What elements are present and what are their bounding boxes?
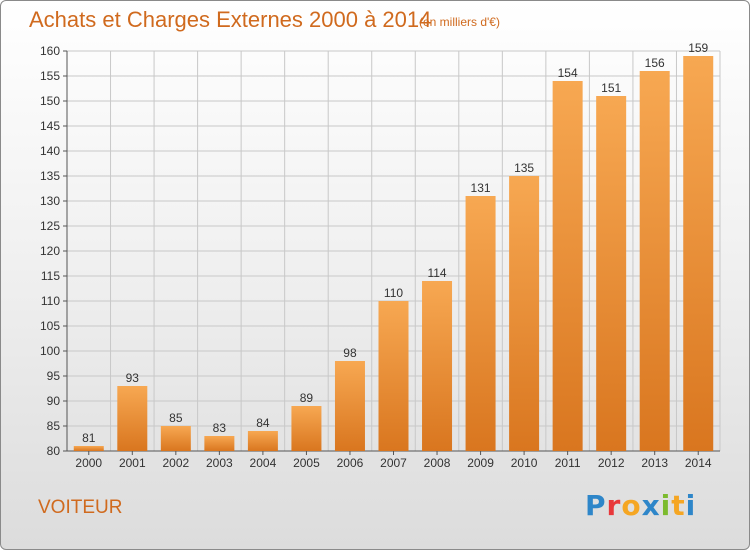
y-tick-label: 125 bbox=[40, 219, 60, 233]
y-tick-label: 115 bbox=[41, 269, 60, 283]
y-tick-label: 135 bbox=[40, 169, 60, 183]
bar bbox=[596, 96, 627, 451]
bar bbox=[73, 446, 104, 451]
bar bbox=[291, 406, 322, 451]
value-label: 156 bbox=[645, 56, 665, 70]
logo-letter: t bbox=[671, 489, 686, 522]
x-tick-label: 2012 bbox=[598, 456, 625, 470]
bar bbox=[639, 71, 670, 451]
bar bbox=[378, 301, 409, 451]
value-label: 135 bbox=[514, 161, 534, 175]
value-label: 83 bbox=[213, 421, 227, 435]
x-tick-label: 2011 bbox=[555, 456, 581, 470]
y-tick-label: 150 bbox=[40, 94, 60, 108]
logo-letter: x bbox=[641, 489, 661, 522]
tick-labels: 80 85 90 95 100 105 110 115 120 125 130 135 140 145 15… bbox=[40, 44, 712, 470]
y-tick-label: 120 bbox=[40, 244, 60, 258]
value-label: 154 bbox=[558, 66, 578, 80]
commune-name: VOITEUR bbox=[38, 497, 123, 518]
y-tick-label: 80 bbox=[47, 444, 61, 458]
x-tick-label: 2009 bbox=[467, 456, 494, 470]
y-tick-label: 130 bbox=[40, 194, 60, 208]
x-tick-label: 2000 bbox=[75, 456, 102, 470]
x-tick-label: 2001 bbox=[119, 456, 146, 470]
y-tick-label: 160 bbox=[40, 44, 60, 58]
x-tick-label: 2014 bbox=[685, 456, 712, 470]
bar bbox=[465, 196, 496, 451]
x-tick-label: 2010 bbox=[511, 456, 538, 470]
data-labels: 81 93 85 83 84 89 98 110 114 131 135 154 151 156 159 bbox=[82, 41, 708, 445]
logo-letter: o bbox=[621, 489, 642, 522]
chart-subtitle: (en milliers d'€) bbox=[419, 15, 500, 29]
value-label: 84 bbox=[256, 416, 270, 430]
logo-letter: r bbox=[606, 489, 622, 522]
x-tick-label: 2006 bbox=[337, 456, 364, 470]
bar bbox=[552, 81, 583, 451]
value-label: 81 bbox=[82, 431, 96, 445]
value-label: 110 bbox=[384, 286, 403, 300]
x-tick-label: 2002 bbox=[162, 456, 189, 470]
value-label: 151 bbox=[601, 81, 621, 95]
value-label: 159 bbox=[688, 41, 708, 55]
bar bbox=[204, 436, 235, 451]
y-tick-label: 155 bbox=[40, 69, 60, 83]
logo-letter: i bbox=[660, 489, 672, 522]
proxiti-logo[interactable]: Proxiti bbox=[585, 489, 696, 522]
x-tick-label: 2008 bbox=[424, 456, 451, 470]
y-tick-label: 95 bbox=[47, 369, 61, 383]
value-label: 131 bbox=[471, 181, 491, 195]
y-tick-label: 145 bbox=[40, 119, 60, 133]
y-tick-label: 105 bbox=[40, 319, 60, 333]
y-tick-label: 110 bbox=[41, 294, 60, 308]
y-tick-label: 140 bbox=[40, 144, 60, 158]
value-label: 114 bbox=[427, 266, 446, 280]
y-tick-label: 90 bbox=[47, 394, 61, 408]
bar bbox=[509, 176, 540, 451]
bar bbox=[334, 361, 365, 451]
logo-letter: P bbox=[585, 489, 607, 522]
y-tick-label: 100 bbox=[40, 344, 60, 358]
bar bbox=[160, 426, 191, 451]
x-tick-label: 2005 bbox=[293, 456, 320, 470]
bars bbox=[73, 56, 714, 451]
x-tick-label: 2007 bbox=[380, 456, 407, 470]
value-label: 89 bbox=[300, 391, 314, 405]
x-tick-label: 2004 bbox=[250, 456, 277, 470]
x-tick-label: 2013 bbox=[641, 456, 668, 470]
chart-title: Achats et Charges Externes 2000 à 2014 bbox=[29, 7, 432, 32]
bar bbox=[117, 386, 148, 451]
y-tick-label: 85 bbox=[47, 419, 61, 433]
value-label: 98 bbox=[343, 346, 357, 360]
bar bbox=[683, 56, 714, 451]
value-label: 93 bbox=[126, 371, 140, 385]
bar bbox=[422, 281, 453, 451]
x-tick-label: 2003 bbox=[206, 456, 233, 470]
value-label: 85 bbox=[169, 411, 183, 425]
logo-letter: i bbox=[685, 489, 697, 522]
bar bbox=[247, 431, 278, 451]
